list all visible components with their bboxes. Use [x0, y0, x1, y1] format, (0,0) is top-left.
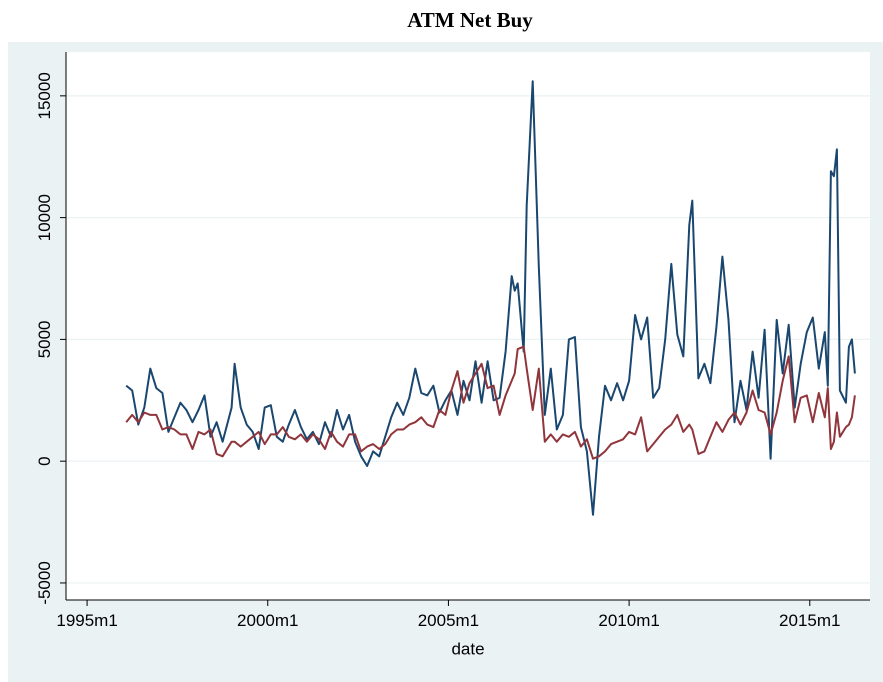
x-tick-label: 2015m1 [779, 611, 840, 630]
y-tick-label: 0 [35, 456, 54, 465]
x-tick-label: 2005m1 [418, 611, 479, 630]
x-tick-label: 1995m1 [56, 611, 117, 630]
y-tick-label: -5000 [35, 561, 54, 604]
x-tick-label: 2010m1 [598, 611, 659, 630]
series-line [125, 345, 856, 460]
y-tick-label: 5000 [35, 320, 54, 358]
y-tick-label: 10000 [35, 194, 54, 241]
y-tick-label: 15000 [35, 72, 54, 119]
x-axis-label: date [451, 639, 484, 658]
x-tick-label: 2000m1 [237, 611, 298, 630]
chart-title: ATM Net Buy [407, 8, 533, 32]
plot-region [66, 52, 870, 600]
